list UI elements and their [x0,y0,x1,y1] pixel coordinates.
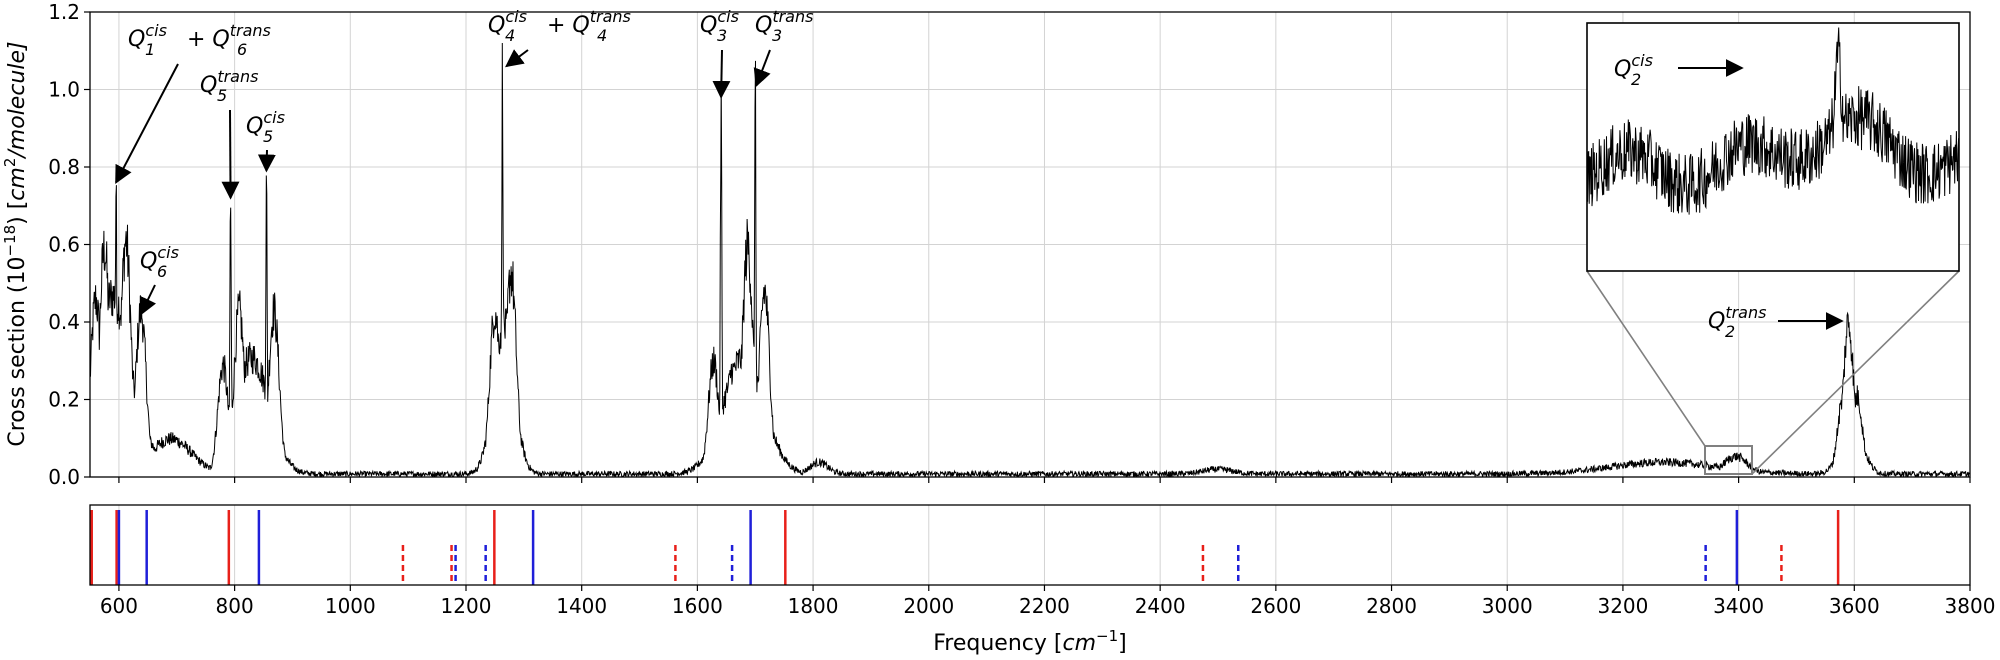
annotation-q1q6: Qcis 1 + Qtrans 6 [115,21,271,184]
x-tick-label: 3200 [1597,594,1648,618]
inset-connector-right [1751,270,1960,475]
y-tick-label: 1.0 [48,78,80,102]
x-tick-label: 800 [216,594,254,618]
x-axis-label: Frequency [cm−1] [933,627,1126,656]
sticks-grid [118,505,1971,585]
x-tick-label: 1200 [441,594,492,618]
x-tick-label: 3400 [1713,594,1764,618]
annotation-label: Qtrans 2 [1708,303,1766,341]
x-tick-label: 2200 [1019,594,1070,618]
annotation-label: Qtrans 3 [755,7,813,45]
x-tick-label: 600 [100,594,138,618]
spectrum-layer [90,42,1970,477]
annotation-arrow [139,284,157,316]
annotation-q2trans: Qtrans 2 [1708,303,1844,341]
x-tick-label: 1600 [672,594,723,618]
annotation-q4q4: Qcis 4 + Qtrans 4 [488,7,631,68]
annotation-label: Qcis 1 + Qtrans 6 [128,21,271,59]
x-tick-label: 2000 [903,594,954,618]
annotation-arrow [753,49,771,88]
annotation-label: Qcis 5 [246,108,285,146]
x-tick-label: 2400 [1135,594,1186,618]
inset-source-box [1704,445,1753,475]
inset-frame [1586,22,1960,272]
annotation-arrow [712,49,731,99]
annotation-label: Qcis 3 [700,7,739,45]
annotation-q6cis: Qcis 6 [139,243,179,316]
x-tick-label: 2800 [1366,594,1417,618]
x-tick-label: 1400 [556,594,607,618]
x-tick-label: 3000 [1482,594,1533,618]
annotation-label: Qtrans 5 [200,67,258,105]
x-tick-label: 1800 [788,594,839,618]
sticks-plot-frame [89,504,1971,586]
y-tick-label: 0.4 [48,310,80,334]
x-ticks: 600 800 1000 1200 1400 1600 1800 2000 2200 2400 26… [100,477,1996,618]
annotation-arrow [257,149,276,173]
x-tick-label: 3600 [1829,594,1880,618]
annotation-label: Qcis 4 + Qtrans 4 [488,7,631,45]
y-axis-label: Cross section (10−18) [cm2/molecule] [1,41,30,446]
inset-zoom [1586,22,1960,475]
annotation-q3cis: Qcis 3 [700,7,739,99]
annotation-q3trans: Qtrans 3 [753,7,813,88]
annotation-arrow [221,109,240,200]
inset-spectrum-line [1587,27,1959,215]
annotation-arrow [115,63,179,184]
annotation-label: Qcis 2 [1614,51,1653,89]
x-tick-label: 3800 [1945,594,1996,618]
y-tick-label: 0.2 [48,388,80,412]
annotation-q2cis: Qcis 2 [1614,51,1744,89]
y-tick-label: 0.0 [48,465,80,489]
spectrum-line [90,42,1970,477]
x-tick-label: 1000 [325,594,376,618]
y-tick-label: 1.2 [48,0,80,24]
annotation-q5cis: Qcis 5 [246,108,285,173]
annotation-label: Qcis 6 [140,243,179,281]
main-y-ticks: 0.0 0.2 0.4 0.6 0.8 1.0 1.2 [48,0,90,489]
annotation-arrow [505,49,529,68]
annotation-q5trans: Qtrans 5 [200,67,258,200]
inset-connector-left [1586,270,1706,447]
x-tick-label: 2600 [1250,594,1301,618]
y-tick-label: 0.8 [48,155,80,179]
y-tick-label: 0.6 [48,233,80,257]
stick-lines [90,510,1840,585]
